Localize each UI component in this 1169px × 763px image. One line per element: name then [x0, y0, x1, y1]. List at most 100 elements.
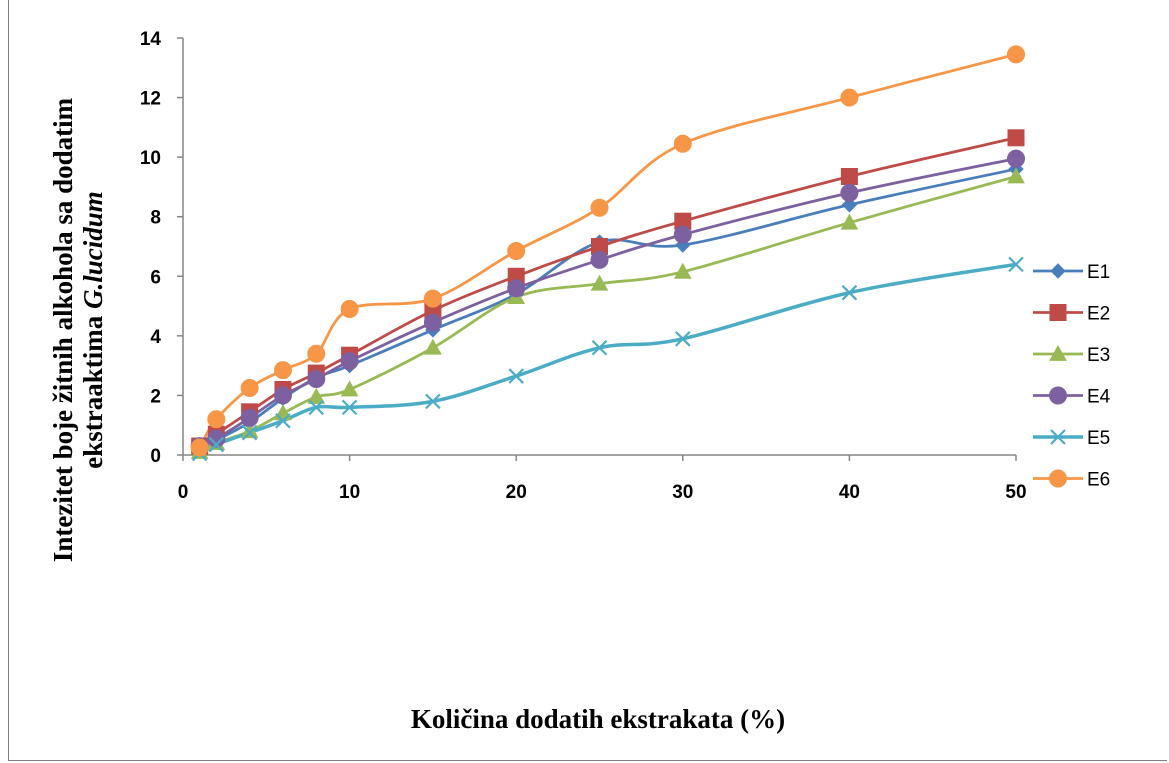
data-point-e5-stroke	[241, 424, 258, 441]
data-point-e6	[340, 300, 359, 319]
x-tick-label: 10	[339, 482, 360, 503]
data-point-e3	[274, 404, 292, 421]
legend-marker-stroke	[1050, 429, 1066, 445]
data-point-e5-stroke	[308, 399, 325, 416]
data-point-e5	[841, 284, 858, 301]
data-point-e6	[273, 361, 292, 380]
data-point-e5	[241, 424, 258, 441]
series-markers-e2	[191, 129, 1025, 455]
y-axis-title-line2-prefix: ekstraaktima	[78, 309, 108, 469]
data-point-e5	[425, 393, 441, 410]
data-point-e3	[840, 213, 859, 230]
data-point-e5-stroke	[1008, 256, 1024, 273]
y-tick-label: 10	[140, 148, 161, 169]
data-point-e6	[673, 134, 692, 153]
data-point-e3	[590, 274, 609, 291]
data-point-e5-stroke	[208, 436, 225, 453]
data-point-e5	[308, 399, 325, 416]
data-point-e5	[341, 399, 358, 416]
data-point-e6	[190, 438, 209, 457]
data-point-e4	[590, 250, 609, 269]
data-point-e6	[307, 344, 326, 363]
y-axis-title-line1: Intezitet boje žitnih alkohola sa dodati…	[48, 97, 78, 562]
legend-item-e1: E1	[1033, 262, 1110, 283]
legend-label: E4	[1087, 387, 1111, 408]
series-markers-e3	[190, 167, 1025, 459]
x-tick-label: 50	[1005, 482, 1026, 503]
data-point-e1	[841, 197, 858, 213]
y-tick-label: 4	[150, 327, 161, 348]
data-point-e6	[840, 88, 859, 107]
data-point-e3	[307, 387, 326, 404]
legend-label: E1	[1087, 262, 1110, 283]
data-point-e5	[675, 331, 691, 347]
data-point-e2	[840, 168, 858, 186]
legend-item-e3: E3	[1033, 344, 1110, 366]
data-point-e6	[1007, 45, 1025, 64]
series-markers-e6	[190, 45, 1025, 457]
legend-label: E2	[1087, 304, 1110, 325]
data-point-e4	[207, 429, 226, 448]
data-point-e6	[240, 378, 259, 397]
data-point-e4	[423, 313, 442, 332]
legend-label: E3	[1087, 345, 1110, 366]
legend-label: E5	[1087, 428, 1110, 449]
data-point-e3	[424, 338, 442, 355]
data-point-e5-stroke	[425, 393, 441, 410]
x-axis-title: Količina dodatih ekstrakata (%)	[411, 704, 785, 734]
y-tick-label: 8	[150, 208, 161, 229]
data-point-e4	[507, 279, 526, 298]
y-tick-label: 14	[140, 29, 162, 50]
legend-item-e2: E2	[1033, 304, 1110, 325]
x-tick-label: 0	[178, 482, 189, 503]
data-point-e5	[275, 412, 291, 429]
series-markers	[190, 45, 1025, 462]
axes: 0 2 4 6 8 10 12 14 0 10 20 30 40 50	[140, 29, 1027, 503]
legend: E1 E2 E3 E4 E5 E6	[1033, 262, 1111, 491]
legend-item-e4: E4	[1033, 386, 1111, 408]
data-point-e4	[673, 225, 692, 244]
data-point-e5-stroke	[275, 412, 291, 429]
legend-marker	[1050, 429, 1066, 445]
y-tick-label: 0	[150, 446, 161, 467]
y-tick-label: 12	[140, 89, 161, 110]
data-point-e3	[1007, 167, 1025, 184]
data-point-e6	[590, 198, 609, 217]
series-markers-e5	[191, 256, 1024, 462]
x-tick-label: 30	[672, 482, 693, 503]
data-point-e6	[207, 410, 226, 429]
data-point-e5-stroke	[591, 339, 608, 356]
y-tick-label: 2	[150, 386, 161, 407]
series-line-e3	[198, 175, 1017, 454]
chart-frame	[8, 0, 1167, 761]
data-point-e2	[1007, 129, 1025, 147]
legend-marker	[1049, 469, 1067, 488]
legend-marker	[1050, 263, 1066, 279]
y-axis-title: Intezitet boje žitnih alkohola sa dodati…	[48, 97, 108, 562]
data-point-e4	[340, 352, 359, 371]
data-point-e4	[240, 408, 259, 427]
legend-item-e5: E5	[1033, 428, 1110, 449]
y-tick-label: 6	[150, 267, 161, 288]
data-point-e4	[840, 183, 859, 202]
data-point-e5	[208, 436, 225, 453]
x-tick-label: 20	[506, 482, 527, 503]
data-point-e3	[240, 422, 259, 439]
x-tick-label: 40	[839, 482, 860, 503]
data-point-e6	[423, 289, 442, 308]
data-point-e5	[508, 368, 524, 384]
legend-marker	[1049, 304, 1067, 321]
data-point-e6	[507, 241, 526, 260]
legend-marker	[1049, 386, 1067, 405]
data-point-e5-stroke	[508, 368, 524, 384]
data-point-e5	[1008, 256, 1024, 273]
data-point-e3	[673, 262, 692, 279]
legend-item-e6: E6	[1033, 469, 1110, 491]
legend-label: E6	[1087, 470, 1110, 491]
data-point-e4	[307, 370, 326, 389]
data-point-e5	[591, 339, 608, 356]
data-point-e4	[1007, 149, 1025, 168]
data-point-e5-stroke	[675, 331, 691, 347]
y-axis-title-line2-italic: G.lucidum	[78, 191, 108, 309]
